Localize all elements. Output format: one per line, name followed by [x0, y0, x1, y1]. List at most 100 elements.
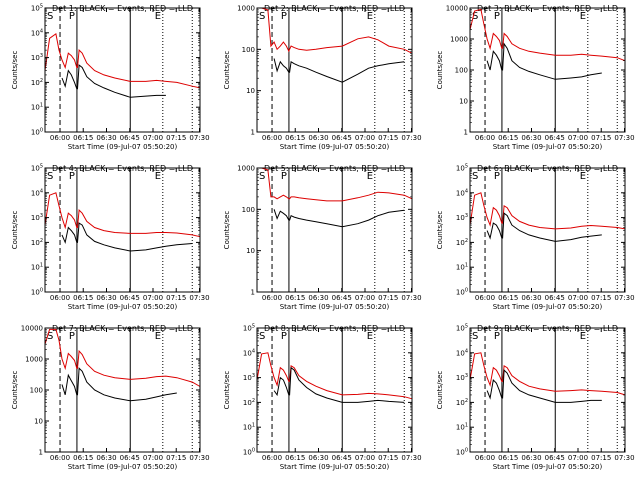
lld-series-line	[256, 352, 413, 400]
x-tick-label: 06:00	[262, 294, 282, 302]
x-tick-label: 06:30	[96, 454, 116, 462]
x-axis-label: Start Time (09-Jul-07 05:50:20)	[493, 463, 603, 471]
event-letter: E	[155, 11, 161, 22]
y-axis-label: Counts/sec	[436, 211, 444, 250]
plot-frame	[469, 167, 626, 293]
x-tick-label: 06:00	[475, 454, 495, 462]
x-tick-label: 06:00	[475, 294, 495, 302]
y-tick-label: 10000	[21, 325, 43, 333]
x-tick-label: 07:30	[401, 134, 421, 142]
lld-series-line	[469, 192, 626, 230]
x-tick-label: 06:45	[545, 134, 565, 142]
x-tick-label: 07:15	[591, 454, 611, 462]
y-tick-label: 103	[456, 373, 468, 382]
event-letter: P	[69, 171, 75, 182]
x-axis-label: Start Time (09-Jul-07 05:50:20)	[280, 303, 390, 311]
x-tick-label: 07:15	[166, 454, 186, 462]
lld-series-line	[469, 8, 626, 62]
x-tick-label: 07:00	[355, 134, 375, 142]
x-tick-label: 07:15	[166, 134, 186, 142]
y-tick-label: 1	[39, 449, 43, 457]
x-tick-label: 06:45	[332, 294, 352, 302]
x-tick-label: 07:30	[614, 454, 634, 462]
event-letter: P	[69, 11, 75, 22]
event-letter: S	[472, 171, 478, 182]
x-tick-label: 07:00	[355, 454, 375, 462]
event-letter: E	[580, 11, 586, 22]
x-tick-label: 07:30	[401, 454, 421, 462]
x-tick-label: 06:15	[285, 294, 305, 302]
y-tick-label: 105	[456, 164, 468, 173]
x-tick-label: 06:15	[498, 294, 518, 302]
y-tick-label: 100	[242, 46, 255, 54]
x-tick-label: 06:15	[73, 294, 93, 302]
y-tick-label: 100	[243, 448, 255, 457]
y-axis-label: Counts/sec	[223, 211, 231, 250]
x-tick-label: 07:00	[355, 294, 375, 302]
x-tick-label: 06:30	[96, 134, 116, 142]
x-tick-label: 07:30	[189, 134, 209, 142]
event-letter: S	[47, 11, 53, 22]
x-tick-label: 06:30	[308, 294, 328, 302]
y-tick-label: 104	[456, 348, 468, 357]
y-axis-label: Counts/sec	[223, 371, 231, 410]
x-axis-label: Start Time (09-Jul-07 05:50:20)	[493, 143, 603, 151]
x-tick-label: 06:30	[521, 294, 541, 302]
events-series-line	[61, 64, 166, 98]
event-letter: P	[281, 11, 287, 22]
y-tick-label: 10	[246, 87, 255, 95]
x-tick-label: 06:15	[73, 454, 93, 462]
x-tick-label: 06:00	[50, 454, 70, 462]
y-tick-label: 100	[31, 128, 43, 137]
y-tick-label: 105	[243, 324, 255, 333]
y-tick-label: 100	[31, 288, 43, 297]
plot-frame	[44, 167, 201, 293]
x-tick-label: 06:45	[332, 134, 352, 142]
event-letter: E	[367, 171, 373, 182]
y-tick-label: 100	[456, 448, 468, 457]
y-tick-label: 103	[456, 213, 468, 222]
y-tick-label: 1000	[450, 36, 468, 44]
lld-series-line	[44, 33, 201, 89]
x-tick-label: 07:30	[401, 294, 421, 302]
y-tick-label: 100	[30, 387, 43, 395]
event-letter: E	[155, 331, 161, 342]
y-tick-label: 10	[459, 98, 468, 106]
x-tick-label: 07:15	[378, 294, 398, 302]
x-tick-label: 07:00	[568, 134, 588, 142]
event-letter: E	[367, 11, 373, 22]
y-tick-label: 101	[31, 103, 43, 112]
event-letter: P	[494, 171, 500, 182]
event-letter: S	[472, 331, 478, 342]
lld-series-line	[44, 192, 201, 238]
x-axis-label: Start Time (09-Jul-07 05:50:20)	[280, 463, 390, 471]
lld-series-line	[257, 167, 413, 202]
x-tick-label: 07:15	[378, 454, 398, 462]
plot-frame	[469, 327, 626, 453]
lld-series-line	[257, 7, 413, 54]
x-tick-label: 07:00	[143, 454, 163, 462]
y-axis-label: Counts/sec	[11, 371, 19, 410]
x-axis-label: Start Time (09-Jul-07 05:50:20)	[68, 143, 178, 151]
y-tick-label: 103	[31, 53, 43, 62]
x-tick-label: 07:00	[568, 294, 588, 302]
y-tick-label: 103	[243, 373, 255, 382]
y-tick-label: 102	[456, 398, 468, 407]
y-tick-label: 105	[456, 324, 468, 333]
x-tick-label: 07:15	[591, 294, 611, 302]
event-letter: E	[580, 171, 586, 182]
lld-series-line	[44, 328, 201, 387]
x-tick-label: 06:30	[521, 134, 541, 142]
y-axis-label: Counts/sec	[11, 51, 19, 90]
y-tick-label: 104	[31, 28, 43, 37]
x-tick-label: 07:00	[568, 454, 588, 462]
plot-frame	[256, 327, 413, 453]
event-letter: S	[259, 331, 265, 342]
